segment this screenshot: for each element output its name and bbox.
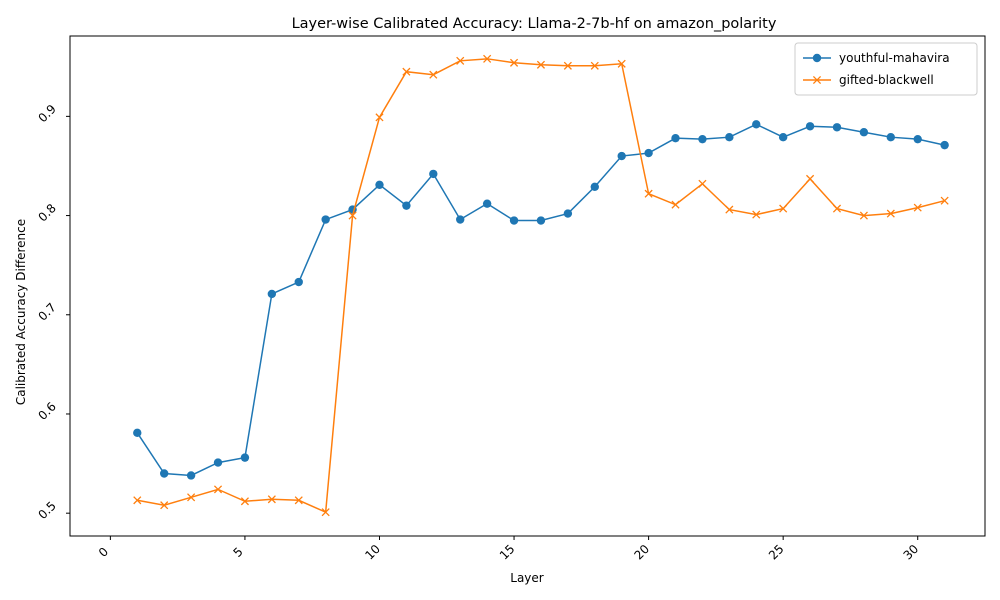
series-gifted-blackwell bbox=[133, 54, 949, 517]
data-point bbox=[617, 151, 626, 161]
data-point bbox=[186, 471, 196, 480]
data-point bbox=[779, 204, 788, 213]
data-point bbox=[725, 205, 734, 214]
data-point bbox=[213, 485, 223, 494]
data-point bbox=[832, 123, 842, 132]
data-point bbox=[913, 203, 922, 212]
data-point bbox=[294, 496, 303, 505]
legend-label: youthful-mahavira bbox=[839, 51, 950, 65]
data-point bbox=[429, 169, 438, 179]
data-point bbox=[725, 132, 734, 142]
data-point bbox=[509, 58, 519, 67]
data-point bbox=[698, 134, 707, 144]
data-point bbox=[429, 70, 438, 79]
axes-frame bbox=[69, 35, 986, 537]
data-point bbox=[160, 501, 169, 510]
data-point bbox=[375, 113, 384, 122]
data-point bbox=[536, 60, 546, 69]
legend-marker bbox=[812, 75, 822, 85]
data-point bbox=[133, 428, 142, 438]
data-point bbox=[778, 132, 788, 142]
chart-title: Layer-wise Calibrated Accuracy: Llama-2-… bbox=[292, 16, 777, 32]
data-point bbox=[832, 204, 842, 213]
data-point bbox=[617, 59, 626, 68]
data-point bbox=[294, 277, 303, 287]
data-point bbox=[671, 133, 680, 143]
data-point bbox=[752, 210, 761, 219]
data-point bbox=[859, 128, 869, 137]
series-layer bbox=[133, 54, 949, 517]
data-point bbox=[752, 120, 761, 129]
data-point bbox=[671, 200, 680, 209]
legend: youthful-mahavira gifted-blackwell bbox=[794, 42, 978, 96]
legend-box bbox=[794, 42, 978, 96]
data-point bbox=[240, 497, 249, 506]
data-point bbox=[456, 215, 465, 224]
data-point bbox=[886, 209, 895, 218]
legend-label: gifted-blackwell bbox=[839, 73, 934, 87]
data-point bbox=[267, 495, 276, 504]
data-point bbox=[806, 174, 815, 183]
data-point bbox=[590, 182, 599, 191]
data-point bbox=[159, 469, 169, 478]
data-point bbox=[644, 148, 653, 158]
data-point bbox=[859, 211, 868, 220]
data-point bbox=[940, 140, 949, 150]
data-point bbox=[133, 496, 142, 505]
x-axis-title: Layer bbox=[510, 571, 544, 585]
data-point bbox=[482, 199, 492, 208]
data-point bbox=[375, 180, 384, 190]
data-point bbox=[267, 289, 277, 299]
data-point bbox=[590, 61, 599, 70]
data-point bbox=[509, 216, 519, 225]
data-point bbox=[940, 196, 949, 205]
data-point bbox=[321, 508, 330, 517]
data-point bbox=[402, 67, 411, 76]
data-point bbox=[348, 211, 357, 220]
data-point bbox=[644, 189, 653, 198]
data-point bbox=[536, 216, 546, 225]
data-point bbox=[563, 61, 572, 70]
data-point bbox=[483, 54, 492, 63]
data-point bbox=[563, 209, 573, 218]
y-axis-title: Calibrated Accuracy Difference bbox=[14, 219, 28, 405]
legend-item-youthful-mahavira: youthful-mahavira bbox=[803, 51, 950, 65]
data-point bbox=[187, 493, 196, 502]
data-point bbox=[698, 179, 707, 188]
legend-item-gifted-blackwell: gifted-blackwell bbox=[803, 73, 934, 87]
legend-marker bbox=[812, 53, 822, 63]
data-point bbox=[805, 122, 815, 131]
data-point bbox=[240, 453, 250, 462]
data-point bbox=[456, 56, 465, 65]
data-point bbox=[213, 458, 223, 467]
data-point bbox=[886, 132, 896, 142]
series-youthful-mahavira bbox=[133, 120, 949, 480]
data-point bbox=[402, 201, 411, 210]
data-point bbox=[321, 215, 330, 224]
data-point bbox=[913, 134, 922, 144]
